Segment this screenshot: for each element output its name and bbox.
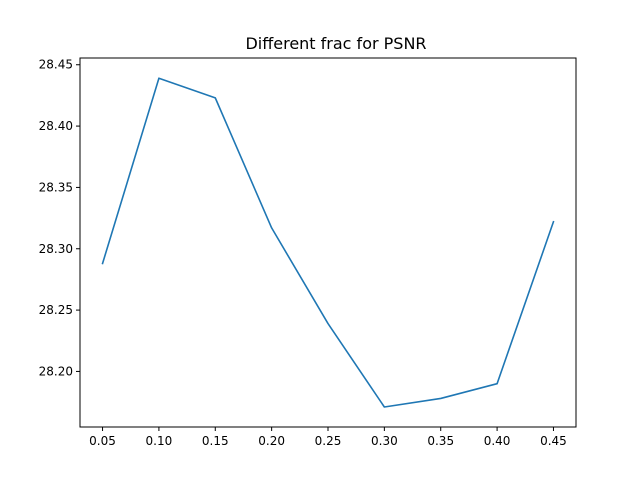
y-tick-label: 28.25 (39, 303, 73, 317)
chart-title: Different frac for PSNR (245, 34, 426, 53)
x-tick-label: 0.15 (202, 434, 229, 448)
y-tick-label: 28.45 (39, 58, 73, 72)
y-tick-label: 28.30 (39, 242, 73, 256)
y-tick-label: 28.20 (39, 364, 73, 378)
x-tick-label: 0.45 (540, 434, 567, 448)
y-tick-label: 28.40 (39, 119, 73, 133)
x-tick-label: 0.05 (89, 434, 116, 448)
x-tick-label: 0.10 (146, 434, 173, 448)
y-tick-label: 28.35 (39, 180, 73, 194)
plot-area: 0.05 0.10 0.15 0.20 0.25 0.30 0.35 0.40 0.45 28.2… (39, 57, 577, 448)
x-tick-label: 0.30 (371, 434, 398, 448)
x-tick-label: 0.35 (427, 434, 454, 448)
x-tick-label: 0.20 (258, 434, 285, 448)
x-tick-label: 0.40 (484, 434, 511, 448)
x-tick-label: 0.25 (315, 434, 342, 448)
series-line-0 (101, 77, 555, 408)
